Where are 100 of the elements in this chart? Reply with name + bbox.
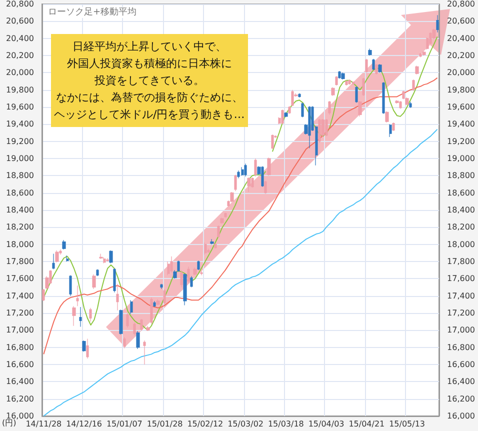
candlestick: [308, 106, 311, 148]
candlestick: [183, 273, 187, 306]
candlestick: [348, 79, 351, 85]
candlestick: [214, 243, 217, 249]
candlestick: [385, 110, 389, 123]
candlestick: [180, 270, 183, 288]
candlestick: [170, 256, 173, 273]
y2-tick-label: 16,200: [447, 394, 476, 404]
candlestick: [190, 276, 193, 288]
candlestick: [264, 180, 267, 194]
candlestick: [126, 312, 129, 328]
y2-tick-label: 20,400: [447, 34, 476, 43]
candlestick: [72, 306, 76, 326]
y-tick-label: 17,600: [6, 274, 34, 284]
line-series: [43, 77, 438, 355]
y-tick-label: 20,000: [6, 68, 34, 78]
candlestick: [140, 318, 143, 332]
y-tick-label: 16,200: [6, 394, 34, 404]
candlestick: [76, 285, 79, 306]
y2-tick-label: 19,800: [447, 85, 476, 94]
y-axis-title: (円): [2, 418, 16, 428]
y2-tick-label: 18,800: [447, 171, 476, 180]
candlestick: [412, 79, 415, 91]
candlestick: [247, 177, 251, 192]
candlestick: [325, 118, 328, 136]
candlestick: [375, 64, 378, 75]
y2-tick-label: 20,800: [447, 0, 476, 8]
candlestick: [156, 298, 160, 306]
candlestick: [234, 174, 237, 192]
candlestick: [130, 300, 133, 314]
candlestick: [82, 340, 86, 352]
candlestick: [153, 300, 156, 308]
candlestick: [365, 58, 368, 73]
y2-tick-label: 18,200: [447, 222, 476, 232]
y-tick-label: 16,600: [6, 360, 34, 369]
candlestick: [237, 170, 240, 179]
candlestick: [62, 240, 66, 250]
candlestick: [193, 267, 197, 276]
candlestick: [355, 86, 358, 104]
candlestick: [267, 157, 271, 176]
candlestick: [204, 242, 207, 255]
candlestick: [331, 86, 335, 96]
y-tick-label: 16,400: [6, 377, 34, 386]
candlestick: [42, 288, 45, 302]
x-tick-label: 15/04/21: [348, 420, 385, 428]
y-tick-label: 18,800: [6, 171, 34, 180]
candlestick: [66, 255, 69, 262]
candlestick: [136, 330, 140, 350]
y2-tick-label: 19,000: [447, 154, 476, 163]
x-tick-label: 14/11/28: [26, 420, 62, 428]
x-tick-label: 15/05/13: [389, 420, 426, 428]
candlestick: [291, 90, 294, 106]
y2-tick-label: 17,800: [447, 257, 476, 266]
candlestick: [197, 260, 200, 270]
candlestick: [160, 284, 163, 290]
candlestick: [284, 112, 288, 118]
candlestick: [271, 134, 274, 150]
candlestick: [338, 70, 341, 79]
y2-tick-label: 20,600: [447, 16, 476, 26]
y2-tick-label: 19,200: [447, 136, 476, 146]
y2-tick-label: 16,000: [447, 412, 476, 420]
y-tick-label: 20,800: [6, 0, 34, 8]
x-tick-label: 15/02/12: [187, 420, 224, 428]
candlestick: [220, 217, 224, 224]
y-tick-label: 17,200: [6, 308, 34, 318]
candlestick: [399, 100, 402, 110]
candlestick: [55, 250, 59, 263]
candlestick: [392, 122, 395, 132]
candlestick: [146, 326, 150, 332]
candlestick: [378, 64, 382, 73]
candlestick: [345, 80, 348, 86]
y-tick-label: 19,200: [6, 136, 34, 146]
y2-tick-label: 16,600: [447, 360, 476, 369]
y-tick-label: 19,600: [6, 102, 34, 112]
candlestick: [409, 102, 412, 108]
candlestick: [436, 14, 439, 33]
candlestick: [251, 177, 254, 188]
annotation: なかには、為替での損を防ぐために、: [54, 90, 244, 106]
candlestick: [103, 256, 106, 264]
candlestick: [241, 166, 244, 176]
candlestick: [358, 100, 362, 117]
y2-tick-label: 18,600: [447, 188, 476, 198]
x-tick-label: 15/01/07: [106, 420, 142, 428]
y-tick-label: 17,000: [6, 326, 34, 335]
candlestick: [187, 266, 190, 284]
candlestick: [419, 52, 422, 58]
y-tick-label: 18,600: [6, 188, 34, 198]
candlestick: [96, 268, 99, 276]
annotation: ヘッジとして米ドル/円を買う動きも…: [54, 107, 245, 123]
y-tick-label: 18,000: [6, 240, 34, 249]
y-tick-label: 19,800: [6, 85, 34, 94]
y-tick-label: 19,400: [6, 120, 34, 129]
candlestick: [298, 92, 301, 98]
candlestick: [389, 124, 392, 138]
candlestick: [230, 192, 234, 203]
candlestick: [210, 238, 214, 245]
y2-tick-label: 16,800: [447, 342, 476, 352]
y2-tick-label: 17,600: [447, 274, 476, 284]
y-tick-label: 16,800: [6, 342, 34, 352]
y2-tick-label: 20,000: [447, 68, 476, 78]
